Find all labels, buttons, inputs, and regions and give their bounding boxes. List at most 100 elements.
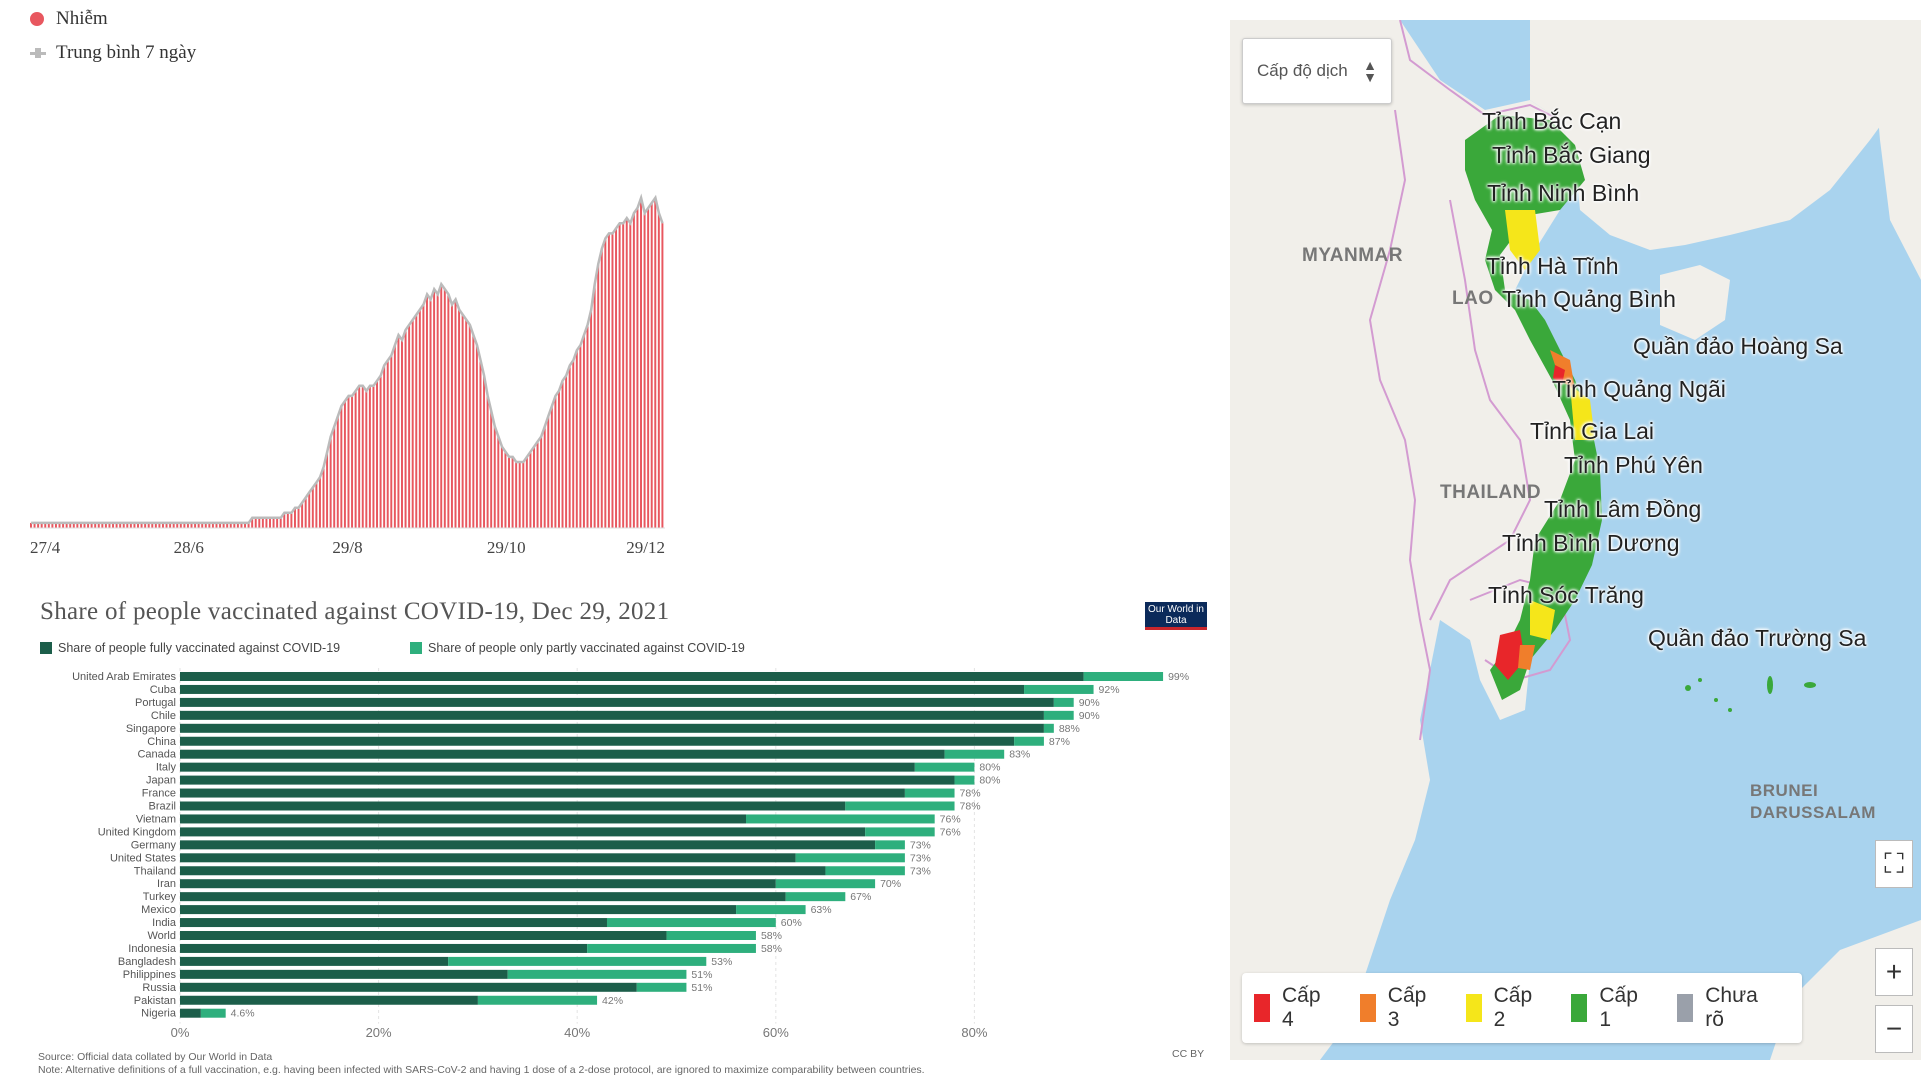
border-lao-thailand xyxy=(1429,199,1532,621)
updown-chevron-icon: ▲ ▼ xyxy=(1363,57,1377,85)
case-bar xyxy=(297,507,300,528)
bar-partly-vaccinated xyxy=(200,1008,226,1018)
case-bar xyxy=(254,517,257,528)
case-bar xyxy=(404,329,407,528)
case-bar xyxy=(411,319,414,528)
case-bar xyxy=(265,517,268,528)
total-label: 42% xyxy=(602,995,623,1007)
case-bar xyxy=(333,426,336,528)
province-label[interactable]: Tỉnh Quảng Bình xyxy=(1502,286,1676,312)
case-bar xyxy=(190,522,193,528)
legend-avg7[interactable]: Trung bình 7 ngày xyxy=(30,42,196,64)
province-label[interactable]: Quần đảo Trường Sa xyxy=(1648,625,1867,651)
province-label[interactable]: Tỉnh Hà Tĩnh xyxy=(1486,253,1619,279)
case-bar xyxy=(347,395,350,528)
legend-label: Cấp 2 xyxy=(1493,984,1533,1031)
province-label[interactable]: Tỉnh Bắc Cạn xyxy=(1482,108,1622,134)
case-bar xyxy=(211,522,214,528)
legend-item[interactable]: Cấp 4 xyxy=(1254,984,1332,1032)
case-bar xyxy=(326,451,329,528)
case-bar xyxy=(636,207,639,528)
vaccination-chart: 0% 20% 40% 60% 80% United Arab Emirates 99% Cub… xyxy=(0,585,1220,1081)
zone-level4-central xyxy=(1553,365,1565,385)
total-label: 80% xyxy=(979,762,1000,774)
legend-item[interactable]: Chưa rõ xyxy=(1677,984,1774,1032)
owid-logo[interactable]: Our World in Data xyxy=(1145,602,1207,630)
fullscreen-button[interactable]: ⛶ xyxy=(1875,840,1913,888)
legend-item[interactable]: Cấp 1 xyxy=(1571,984,1649,1032)
bar-fully-vaccinated xyxy=(180,840,876,850)
zoom-out-button[interactable]: − xyxy=(1875,1005,1913,1053)
case-bar xyxy=(358,385,361,528)
case-bar xyxy=(379,375,382,528)
province-label[interactable]: Tỉnh Bình Dương xyxy=(1502,530,1680,556)
legend-item[interactable]: Cấp 3 xyxy=(1359,984,1438,1032)
country-label: Bangladesh xyxy=(118,956,176,968)
border-myanmar-thailand xyxy=(1368,109,1432,741)
map-canvas[interactable] xyxy=(1230,20,1921,1060)
bar-fully-vaccinated xyxy=(180,788,905,798)
case-bar xyxy=(397,334,400,528)
case-bar xyxy=(108,522,111,528)
case-bar xyxy=(625,218,628,528)
case-bar xyxy=(590,309,593,528)
case-bar xyxy=(579,345,582,528)
bar-partly-vaccinated xyxy=(795,853,905,863)
avg-line-icon xyxy=(30,46,46,60)
province-label[interactable]: Tỉnh Ninh Bình xyxy=(1487,180,1640,206)
case-bar xyxy=(618,223,621,528)
case-bar xyxy=(165,522,168,528)
definition-note: Note: Alternative definitions of a full … xyxy=(38,1064,925,1076)
case-bar xyxy=(415,314,418,528)
case-bar xyxy=(261,517,264,528)
case-bar xyxy=(126,522,129,528)
province-label[interactable]: Quần đảo Hoàng Sa xyxy=(1633,333,1843,359)
case-bar xyxy=(511,456,514,528)
island-2 xyxy=(1698,678,1702,682)
case-bar xyxy=(65,522,68,528)
case-bar xyxy=(51,522,54,528)
bar-partly-vaccinated xyxy=(865,827,935,837)
country-label: Nigeria xyxy=(141,1008,177,1020)
epidemic-level-map[interactable]: Cấp độ dịch ▲ ▼ MYANMAR LAO THAILAND BRUN… xyxy=(1230,20,1921,1060)
country-label: Cuba xyxy=(150,684,177,696)
case-bar xyxy=(497,436,500,528)
total-label: 76% xyxy=(940,826,961,838)
province-label[interactable]: Tỉnh Lâm Đồng xyxy=(1544,496,1702,522)
partial-swatch xyxy=(410,642,422,654)
case-bar xyxy=(62,522,65,528)
bar-fully-vaccinated xyxy=(180,879,776,889)
bar-partly-vaccinated xyxy=(606,918,776,928)
case-bar xyxy=(247,522,250,528)
province-label[interactable]: Tỉnh Phú Yên xyxy=(1564,452,1703,478)
zoom-in-button[interactable]: + xyxy=(1875,948,1913,996)
epidemic-level-select[interactable]: Cấp độ dịch ▲ ▼ xyxy=(1242,38,1392,104)
x-tick-label: 29/10 xyxy=(487,538,526,557)
country-label: Mexico xyxy=(141,904,176,916)
case-bar xyxy=(529,451,532,528)
zone-level2-central xyxy=(1570,385,1595,440)
bar-partly-vaccinated xyxy=(954,775,975,785)
province-label[interactable]: Tỉnh Quảng Ngãi xyxy=(1552,376,1726,402)
border-china xyxy=(1399,20,1561,121)
license-link[interactable]: CC BY xyxy=(1172,1048,1205,1060)
case-bar xyxy=(604,238,607,528)
bar-fully-vaccinated xyxy=(180,775,955,785)
land-hainan xyxy=(1660,265,1730,340)
total-label: 90% xyxy=(1079,710,1100,722)
zone-level4-south xyxy=(1495,630,1525,680)
case-bar xyxy=(83,522,86,528)
country-label: Canada xyxy=(137,749,176,761)
province-label[interactable]: Tỉnh Sóc Trăng xyxy=(1488,582,1644,608)
bar-partly-vaccinated xyxy=(914,762,975,772)
case-bar xyxy=(186,522,189,528)
legend-item[interactable]: Cấp 2 xyxy=(1465,984,1544,1032)
legend-swatch xyxy=(1571,994,1588,1022)
case-bar xyxy=(79,522,82,528)
country-label: Thailand xyxy=(134,865,176,877)
province-label[interactable]: Tỉnh Bắc Giang xyxy=(1492,142,1651,168)
legend-infected[interactable]: Nhiễm xyxy=(30,8,108,30)
province-label[interactable]: Tỉnh Gia Lai xyxy=(1530,418,1655,444)
bar-fully-vaccinated xyxy=(180,931,667,940)
case-bar xyxy=(240,522,243,528)
